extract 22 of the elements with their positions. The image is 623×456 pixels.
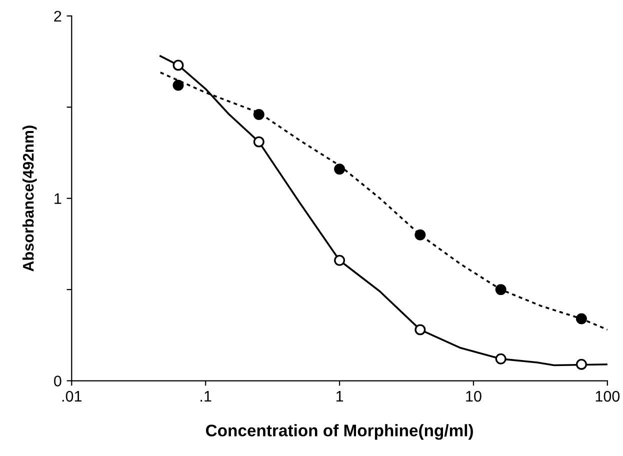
y-tick-label: 2 — [54, 10, 62, 22]
x-tick-label: .01 — [62, 390, 82, 402]
y-axis-title: Absorbance(492nm) — [22, 126, 37, 272]
x-tick-label: 1 — [336, 391, 344, 402]
y-tick-label: 1 — [54, 193, 62, 204]
point — [576, 358, 587, 370]
point — [253, 136, 264, 148]
point — [495, 353, 506, 364]
x-tick-label: 10 — [466, 390, 482, 402]
x-tick-label: .1 — [200, 391, 212, 402]
point — [334, 164, 346, 175]
y-tick-label: 0 — [54, 376, 62, 386]
point — [172, 60, 184, 71]
point — [253, 108, 264, 120]
point — [172, 80, 184, 91]
point — [414, 229, 426, 240]
point — [576, 313, 587, 324]
point — [334, 254, 346, 266]
x-axis-title: Concentration of Morphine(ng/ml) — [206, 424, 473, 440]
point — [495, 284, 506, 296]
x-tick-label: 100 — [596, 390, 620, 402]
point — [414, 324, 426, 336]
